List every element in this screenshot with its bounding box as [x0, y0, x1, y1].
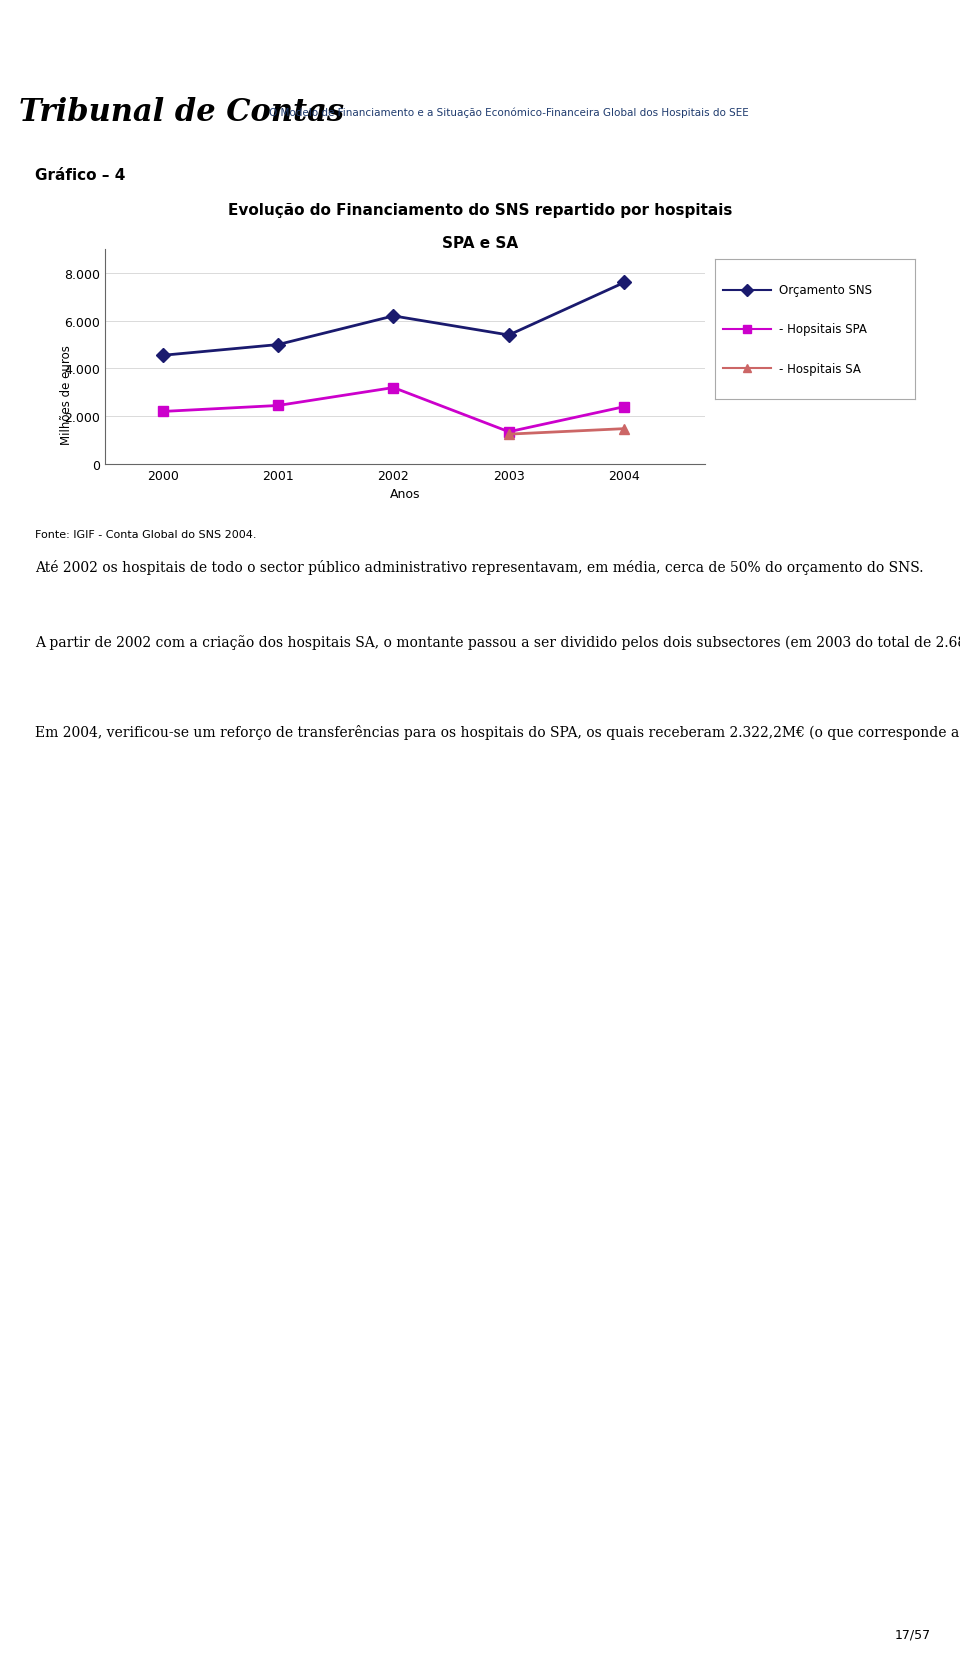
Text: Fonte: IGIF - Conta Global do SNS 2004.: Fonte: IGIF - Conta Global do SNS 2004.	[35, 529, 256, 539]
Text: Evolução do Financiamento do SNS repartido por hospitais: Evolução do Financiamento do SNS reparti…	[228, 203, 732, 218]
Text: Gráfico – 4: Gráfico – 4	[35, 168, 126, 183]
X-axis label: Anos: Anos	[390, 488, 420, 501]
Text: 17/57: 17/57	[895, 1627, 931, 1641]
Text: Até 2002 os hospitais de todo o sector público administrativo representavam, em : Até 2002 os hospitais de todo o sector p…	[35, 559, 924, 574]
Text: Milhões de euros: Milhões de euros	[60, 344, 73, 444]
Text: Tribunal de Contas: Tribunal de Contas	[19, 97, 345, 128]
Text: SPA e SA: SPA e SA	[442, 236, 518, 251]
Text: A partir de 2002 com a criação dos hospitais SA, o montante passou a ser dividid: A partir de 2002 com a criação dos hospi…	[35, 634, 960, 649]
Text: Orçamento SNS: Orçamento SNS	[779, 285, 872, 298]
Text: - Hospitais SA: - Hospitais SA	[779, 363, 861, 376]
Text: O Modelo de Financiamento e a Situação Económico-Financeira Global dos Hospitais: O Modelo de Financiamento e a Situação E…	[269, 106, 749, 118]
Text: - Hopsitais SPA: - Hopsitais SPA	[779, 323, 867, 336]
Text: Em 2004, verificou-se um reforço de transferências para os hospitais do SPA, os : Em 2004, verificou-se um reforço de tran…	[35, 724, 960, 739]
